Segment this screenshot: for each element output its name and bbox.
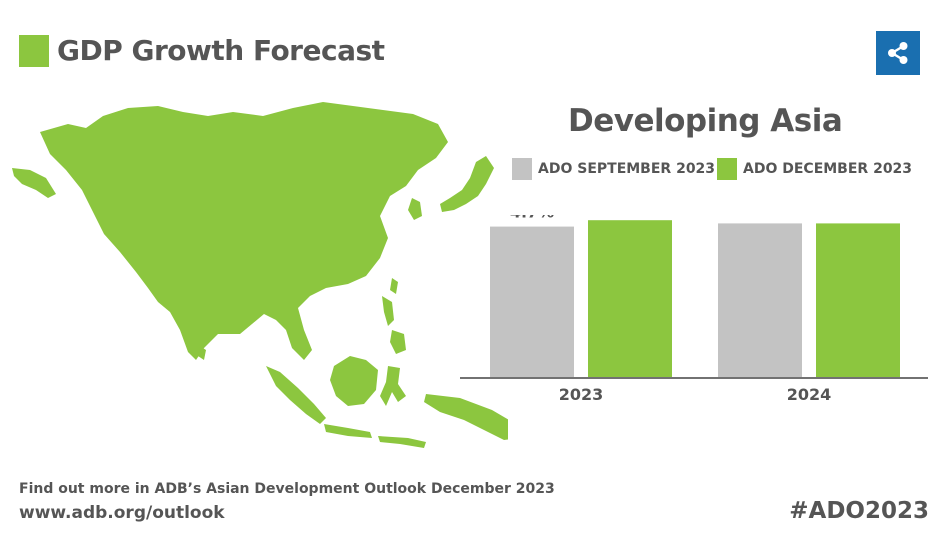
x-tick-label-2024: 2024 xyxy=(787,385,832,404)
legend-label-dec: ADO DECEMBER 2023 xyxy=(743,161,913,177)
asia-map xyxy=(12,102,508,448)
legend-item-sept: ADO SEPTEMBER 2023 xyxy=(512,158,715,180)
title-square xyxy=(19,35,49,67)
legend-swatch-dec xyxy=(717,158,737,180)
bar-dec-2024 xyxy=(816,223,900,377)
legend-swatch-sept xyxy=(512,158,532,180)
legend-label-sept: ADO SEPTEMBER 2023 xyxy=(538,161,716,177)
bar-dec-2023 xyxy=(588,220,672,377)
data-label-sept-2024: 4.8% xyxy=(738,215,782,218)
bar-sept-2024 xyxy=(718,223,802,377)
page-title: GDP Growth Forecast xyxy=(57,34,385,67)
hashtag: #ADO2023 xyxy=(789,498,929,524)
footer-link[interactable]: www.adb.org/outlook xyxy=(19,503,225,523)
share-button[interactable] xyxy=(876,31,920,75)
data-label-dec-2024: 4.8% xyxy=(836,215,880,218)
footer-text: Find out more in ADB’s Asian Development… xyxy=(19,481,555,497)
x-tick-label-2023: 2023 xyxy=(559,385,604,404)
legend-item-dec: ADO DECEMBER 2023 xyxy=(717,158,912,180)
bar-chart: 4.7%4.9%20234.8%4.8%2024 xyxy=(460,215,928,404)
chart-title: Developing Asia xyxy=(568,103,843,139)
share-icon xyxy=(888,42,908,64)
data-label-sept-2023: 4.7% xyxy=(510,215,554,222)
bar-sept-2023 xyxy=(490,226,574,377)
